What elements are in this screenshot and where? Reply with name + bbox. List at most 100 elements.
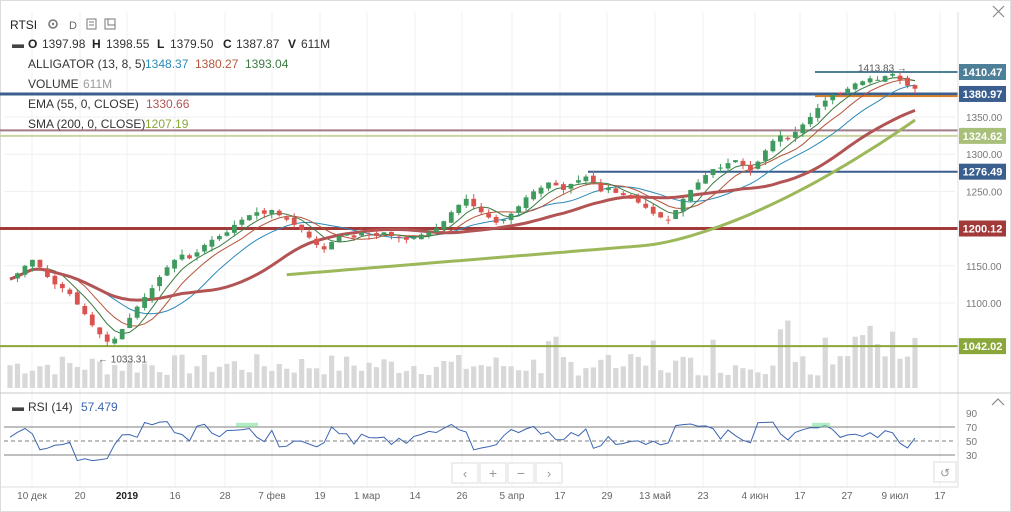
volume-bar — [343, 356, 350, 388]
volume-bar — [658, 370, 664, 388]
price-annotations: 1413.83 → ← 1033.31 — [98, 63, 907, 365]
price-label-box — [959, 64, 1006, 81]
price-label-text: 1042.02 — [963, 341, 1003, 353]
price-label-box — [959, 127, 1006, 144]
price-tick-label: 1350.00 — [966, 113, 1003, 124]
candle-body — [905, 77, 910, 86]
rsi-legend[interactable]: ▬ RSI (14) 57.479 — [12, 400, 118, 414]
volume-bar — [448, 361, 454, 388]
candle-body — [321, 246, 327, 250]
candle-body — [344, 234, 349, 236]
zoom-out-button[interactable]: − — [507, 462, 535, 484]
layout-icon[interactable] — [104, 18, 116, 30]
time-tick-label: 17 — [554, 491, 566, 502]
candle-body — [97, 327, 103, 335]
volume-bar — [822, 337, 828, 388]
volume-bar — [246, 372, 252, 388]
rsi-overbought-fill — [236, 422, 258, 427]
time-tick-label: 26 — [456, 491, 468, 502]
collapse-icon[interactable] — [991, 398, 1005, 406]
volume-bar — [186, 373, 193, 388]
candle-body — [67, 289, 73, 295]
volume-bar — [261, 366, 267, 388]
scroll-left-button[interactable]: ‹ — [451, 462, 479, 484]
candle-body — [852, 83, 858, 90]
price-tick-label: 1300.00 — [966, 150, 1003, 161]
reset-view-button[interactable]: ↺ — [933, 461, 957, 483]
volume-bar — [553, 336, 559, 388]
candle-body — [37, 259, 43, 268]
candle-body — [553, 182, 559, 186]
price-label-box — [959, 220, 1006, 237]
volume-bar — [695, 375, 701, 388]
candle-body — [800, 124, 806, 134]
nav-controls: ‹ + − › ↺ — [451, 461, 957, 484]
interval-label[interactable]: D — [69, 20, 77, 32]
price-label-box — [959, 338, 1006, 355]
alligator-legend[interactable]: ALLIGATOR (13, 8, 5) 1348.37 1380.27 139… — [28, 57, 289, 71]
volume-bar — [194, 366, 200, 388]
volume-bar — [560, 357, 567, 388]
candle-body — [867, 78, 873, 83]
volume-bars — [7, 320, 918, 388]
volume-bar — [860, 335, 866, 388]
volume-bar — [156, 372, 163, 388]
candle-body — [882, 76, 888, 82]
price-label-text: 1380.97 — [963, 89, 1003, 101]
volume-bar — [508, 366, 514, 388]
compare-icon[interactable] — [86, 18, 97, 30]
candle-body — [471, 198, 477, 207]
volume-bar — [545, 341, 552, 388]
expand-icon[interactable] — [992, 5, 1005, 18]
time-tick-label: 27 — [841, 491, 853, 502]
candle-body — [299, 224, 305, 231]
volume-bar — [845, 356, 851, 388]
volume-bar — [792, 361, 798, 388]
volume-bar — [867, 325, 873, 388]
volume-bar — [291, 372, 297, 388]
volume-bar — [82, 369, 88, 388]
candle-body — [284, 217, 290, 220]
volume-bar — [411, 366, 417, 388]
candle-body — [665, 219, 671, 221]
gear-icon[interactable] — [48, 19, 58, 29]
sma-legend[interactable]: SMA (200, 0, CLOSE) 1207.19 — [28, 117, 189, 131]
volume-bar — [119, 370, 125, 388]
time-axis: 10 дек 20 2019 16 28 7 фев 19 1 мар 14 26 5 апр 17 2… — [0, 486, 958, 502]
volume-legend[interactable]: VOLUME 611M — [28, 77, 112, 91]
rsi-tick-label: 50 — [966, 437, 978, 448]
candle-body — [590, 175, 596, 183]
volume-bar — [441, 361, 447, 388]
volume-bar — [493, 357, 499, 388]
volume-bar — [134, 372, 140, 388]
zoom-in-button[interactable]: + — [479, 462, 507, 484]
candle-body — [860, 81, 866, 86]
candle-body — [142, 297, 148, 308]
volume-bar — [373, 367, 380, 388]
volume-bar — [22, 373, 28, 388]
svg-text:‹: ‹ — [463, 466, 467, 481]
high-annotation: 1413.83 → — [858, 63, 907, 74]
alligator-lips-line — [9, 77, 916, 335]
volume-bar — [381, 359, 387, 388]
volume-bar — [37, 366, 43, 388]
horizontal-levels[interactable] — [0, 71, 958, 348]
volume-bar — [351, 365, 357, 388]
candle-body — [837, 92, 843, 94]
time-tick-label: 9 июл — [881, 491, 908, 502]
candle-body — [807, 117, 813, 125]
candle-body — [52, 275, 58, 285]
volume-bar — [755, 372, 761, 388]
scroll-right-button[interactable]: › — [535, 462, 563, 484]
candle-body — [680, 198, 686, 212]
candle-body — [411, 237, 417, 239]
volume-bar — [785, 320, 791, 388]
volume-bar — [680, 356, 686, 388]
ema-legend[interactable]: EMA (55, 0, CLOSE) 1330.66 — [28, 97, 190, 111]
time-tick-label: 19 — [314, 491, 326, 502]
candle-body — [822, 100, 828, 107]
rsi-tick-label: 90 — [966, 409, 978, 420]
candle-body — [202, 244, 207, 252]
volume-bar — [112, 365, 118, 388]
